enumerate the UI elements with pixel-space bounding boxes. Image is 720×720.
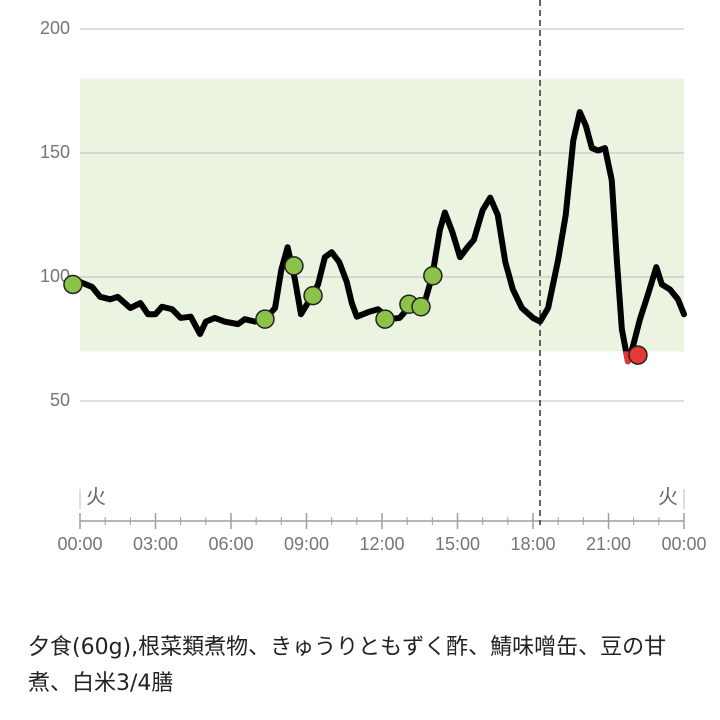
meal-marker <box>411 297 431 317</box>
x-tick-label: 15:00 <box>435 534 480 554</box>
x-tick-label: 06:00 <box>208 534 253 554</box>
meal-marker <box>284 256 304 276</box>
chart: 50 100 150 200 00:00 03:00 06:00 09:00 12:00 15:0… <box>40 0 707 554</box>
x-tick-label: 00:00 <box>57 534 102 554</box>
y-tick-label: 150 <box>40 142 70 162</box>
day-label: 火 <box>86 486 106 508</box>
y-tick-label: 100 <box>40 266 70 286</box>
meal-marker <box>255 309 275 329</box>
x-tick-label: 09:00 <box>284 534 329 554</box>
y-tick-label: 200 <box>40 18 70 38</box>
x-tick-label: 12:00 <box>359 534 404 554</box>
meal-marker <box>423 266 443 286</box>
y-tick-label: 50 <box>50 390 70 410</box>
caption: 夕食(60g),根菜類煮物、きゅうりともずく酢、鯖味噌缶、豆の甘煮、白米3/4膳 <box>28 635 667 696</box>
low-marker <box>628 345 648 365</box>
day-label: 火 <box>658 486 678 508</box>
meal-marker <box>375 309 395 329</box>
x-tick-label: 03:00 <box>133 534 178 554</box>
x-tick-label: 00:00 <box>661 534 706 554</box>
x-tick-label: 18:00 <box>510 534 555 554</box>
meal-marker <box>303 285 323 306</box>
meal-marker <box>63 274 83 295</box>
x-tick-label: 21:00 <box>586 534 631 554</box>
